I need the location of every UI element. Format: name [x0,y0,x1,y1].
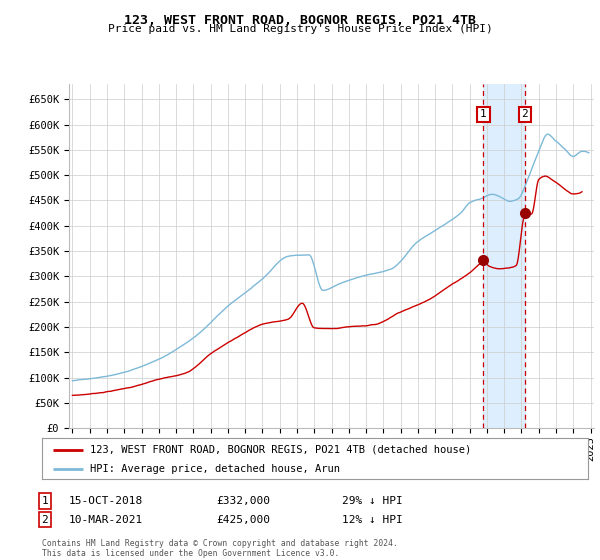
Text: 15-OCT-2018: 15-OCT-2018 [69,496,143,506]
Bar [484,84,525,428]
Text: 10-MAR-2021: 10-MAR-2021 [69,515,143,525]
Text: Contains HM Land Registry data © Crown copyright and database right 2024.
This d: Contains HM Land Registry data © Crown c… [42,539,398,558]
Text: Price paid vs. HM Land Registry's House Price Index (HPI): Price paid vs. HM Land Registry's House … [107,24,493,34]
Text: 1: 1 [41,496,49,506]
Text: £425,000: £425,000 [216,515,270,525]
Text: £332,000: £332,000 [216,496,270,506]
Text: 123, WEST FRONT ROAD, BOGNOR REGIS, PO21 4TB (detached house): 123, WEST FRONT ROAD, BOGNOR REGIS, PO21… [90,445,471,455]
Text: 2: 2 [521,109,528,119]
Text: 29% ↓ HPI: 29% ↓ HPI [342,496,403,506]
Text: HPI: Average price, detached house, Arun: HPI: Average price, detached house, Arun [90,464,340,474]
Text: 1: 1 [480,109,487,119]
Text: 2: 2 [41,515,49,525]
Text: 123, WEST FRONT ROAD, BOGNOR REGIS, PO21 4TB: 123, WEST FRONT ROAD, BOGNOR REGIS, PO21… [124,14,476,27]
Text: 12% ↓ HPI: 12% ↓ HPI [342,515,403,525]
